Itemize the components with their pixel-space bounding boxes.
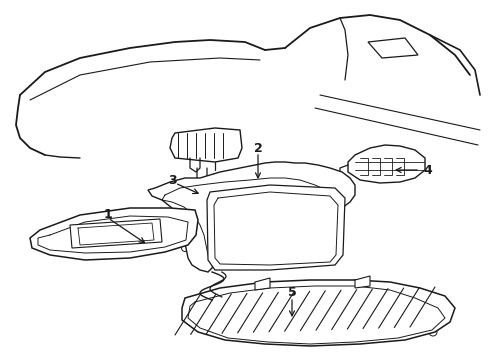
Text: 4: 4 <box>424 163 432 176</box>
Polygon shape <box>355 276 370 288</box>
Circle shape <box>266 260 274 268</box>
Circle shape <box>191 304 199 312</box>
Text: 3: 3 <box>168 174 176 186</box>
Polygon shape <box>70 219 162 248</box>
Circle shape <box>47 231 53 238</box>
Polygon shape <box>148 162 355 272</box>
Circle shape <box>266 186 274 194</box>
Polygon shape <box>368 38 418 58</box>
Polygon shape <box>170 128 242 162</box>
Circle shape <box>162 215 169 221</box>
Polygon shape <box>348 145 425 183</box>
Polygon shape <box>30 208 198 260</box>
Circle shape <box>97 216 103 222</box>
Circle shape <box>429 328 437 336</box>
Text: 5: 5 <box>288 287 296 300</box>
Circle shape <box>47 248 53 255</box>
Polygon shape <box>207 185 345 270</box>
Circle shape <box>126 249 133 256</box>
Circle shape <box>209 224 217 232</box>
Polygon shape <box>255 278 270 290</box>
Circle shape <box>326 192 334 200</box>
Circle shape <box>436 306 444 314</box>
Circle shape <box>333 246 341 254</box>
Polygon shape <box>182 280 455 346</box>
Circle shape <box>214 258 222 266</box>
Circle shape <box>181 244 189 252</box>
Text: 1: 1 <box>103 207 112 220</box>
Circle shape <box>218 192 226 200</box>
Circle shape <box>196 324 204 332</box>
Circle shape <box>261 281 269 289</box>
Text: 2: 2 <box>254 141 262 154</box>
Circle shape <box>351 280 359 288</box>
Circle shape <box>189 225 196 231</box>
